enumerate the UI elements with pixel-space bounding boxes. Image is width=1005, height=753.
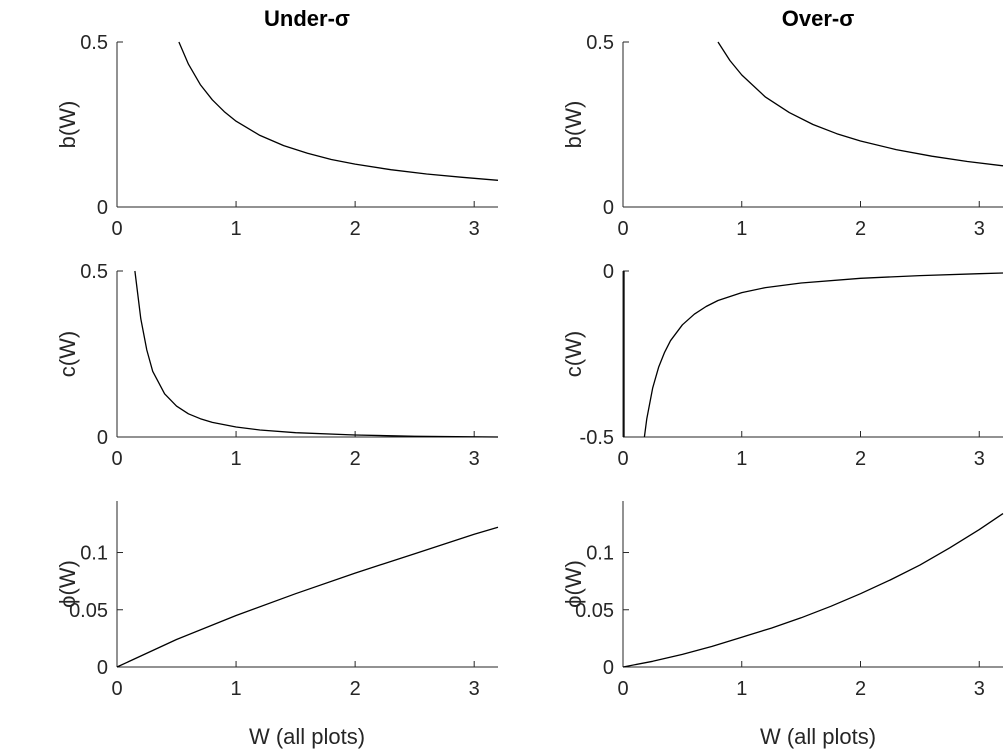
x-tick-label: 1 [736,218,747,240]
x-tick-label: 2 [350,448,361,470]
series-line-over_phi [623,513,1004,668]
panel-under_c: 0 1 2 3 0 0.5 c(W) [55,261,499,470]
y-tick-label: 0.05 [575,600,614,622]
y-tick-label: 0 [97,657,108,679]
series-line-under_b [178,41,499,181]
panel-over_c: 0 1 2 3-0.50c(W) [561,261,1004,470]
x-tick-label: 1 [231,448,242,470]
column-title-under-sigma: Under-σ [264,6,350,31]
y-tick-label: 0 [603,197,614,219]
y-tick-label: 0.5 [80,32,108,54]
x-tick-label: 0 [617,218,628,240]
y-axis-label: c(W) [55,331,80,377]
x-tick-label: 3 [974,678,985,700]
x-tick-label: 2 [350,678,361,700]
panel-under_phi: 0 1 2 3 0 0.05 0.1ϕ(W) [55,501,499,700]
y-tick-label: 0 [97,197,108,219]
x-tick-label: 3 [469,218,480,240]
y-axis-label: c(W) [561,331,586,377]
x-tick-label: 1 [736,448,747,470]
series-line-under_c [134,270,499,438]
x-tick-label: 0 [111,448,122,470]
x-tick-label: 0 [617,678,628,700]
x-tick-label: 3 [974,218,985,240]
panel-over_phi: 0 1 2 3 0 0.05 0.1ϕ(W) [561,501,1004,700]
y-axis-label: ϕ(W) [55,560,80,608]
x-tick-label: 0 [111,218,122,240]
x-tick-label: 3 [469,678,480,700]
x-tick-label: 3 [469,448,480,470]
y-tick-label: 0.5 [586,32,614,54]
panel-over_b: 0 1 2 3 0 0.5 b(W) [561,32,1004,240]
x-tick-label: 1 [231,218,242,240]
x-tick-label: 2 [350,218,361,240]
x-tick-label: 3 [974,448,985,470]
x-axis-label-right: W (all plots) [760,724,876,749]
y-tick-label: 0 [97,427,108,449]
series-line-over_c [643,272,1004,438]
x-tick-label: 2 [855,218,866,240]
x-tick-label: 2 [855,448,866,470]
y-axis-label: ϕ(W) [561,560,586,608]
y-axis-label: b(W) [561,101,586,149]
panel-under_b: 0 1 2 3 0 0.5 b(W) [55,32,499,240]
plot-panels: 0 1 2 300.5b(W)0 1 2 300.5b(W)0 1 2 300.5c(W)0 1 2 3… [55,32,1004,700]
y-tick-label: 0.5 [80,261,108,283]
x-tick-label: 0 [617,448,628,470]
y-tick-label: 0.05 [69,600,108,622]
x-tick-label: 2 [855,678,866,700]
x-axis-label-left: W (all plots) [249,724,365,749]
y-axis-label: b(W) [55,101,80,149]
x-tick-label: 1 [736,678,747,700]
x-tick-label: 1 [231,678,242,700]
y-tick-label: -0.5 [580,427,614,449]
series-line-over_b [717,41,1004,167]
y-tick-label: 0.1 [80,543,108,565]
y-tick-label: 0 [603,657,614,679]
y-tick-label: 0 [603,261,614,283]
x-tick-label: 0 [111,678,122,700]
column-title-over-sigma: Over-σ [782,6,855,31]
series-line-under_phi [117,526,499,668]
y-tick-label: 0.1 [586,543,614,565]
